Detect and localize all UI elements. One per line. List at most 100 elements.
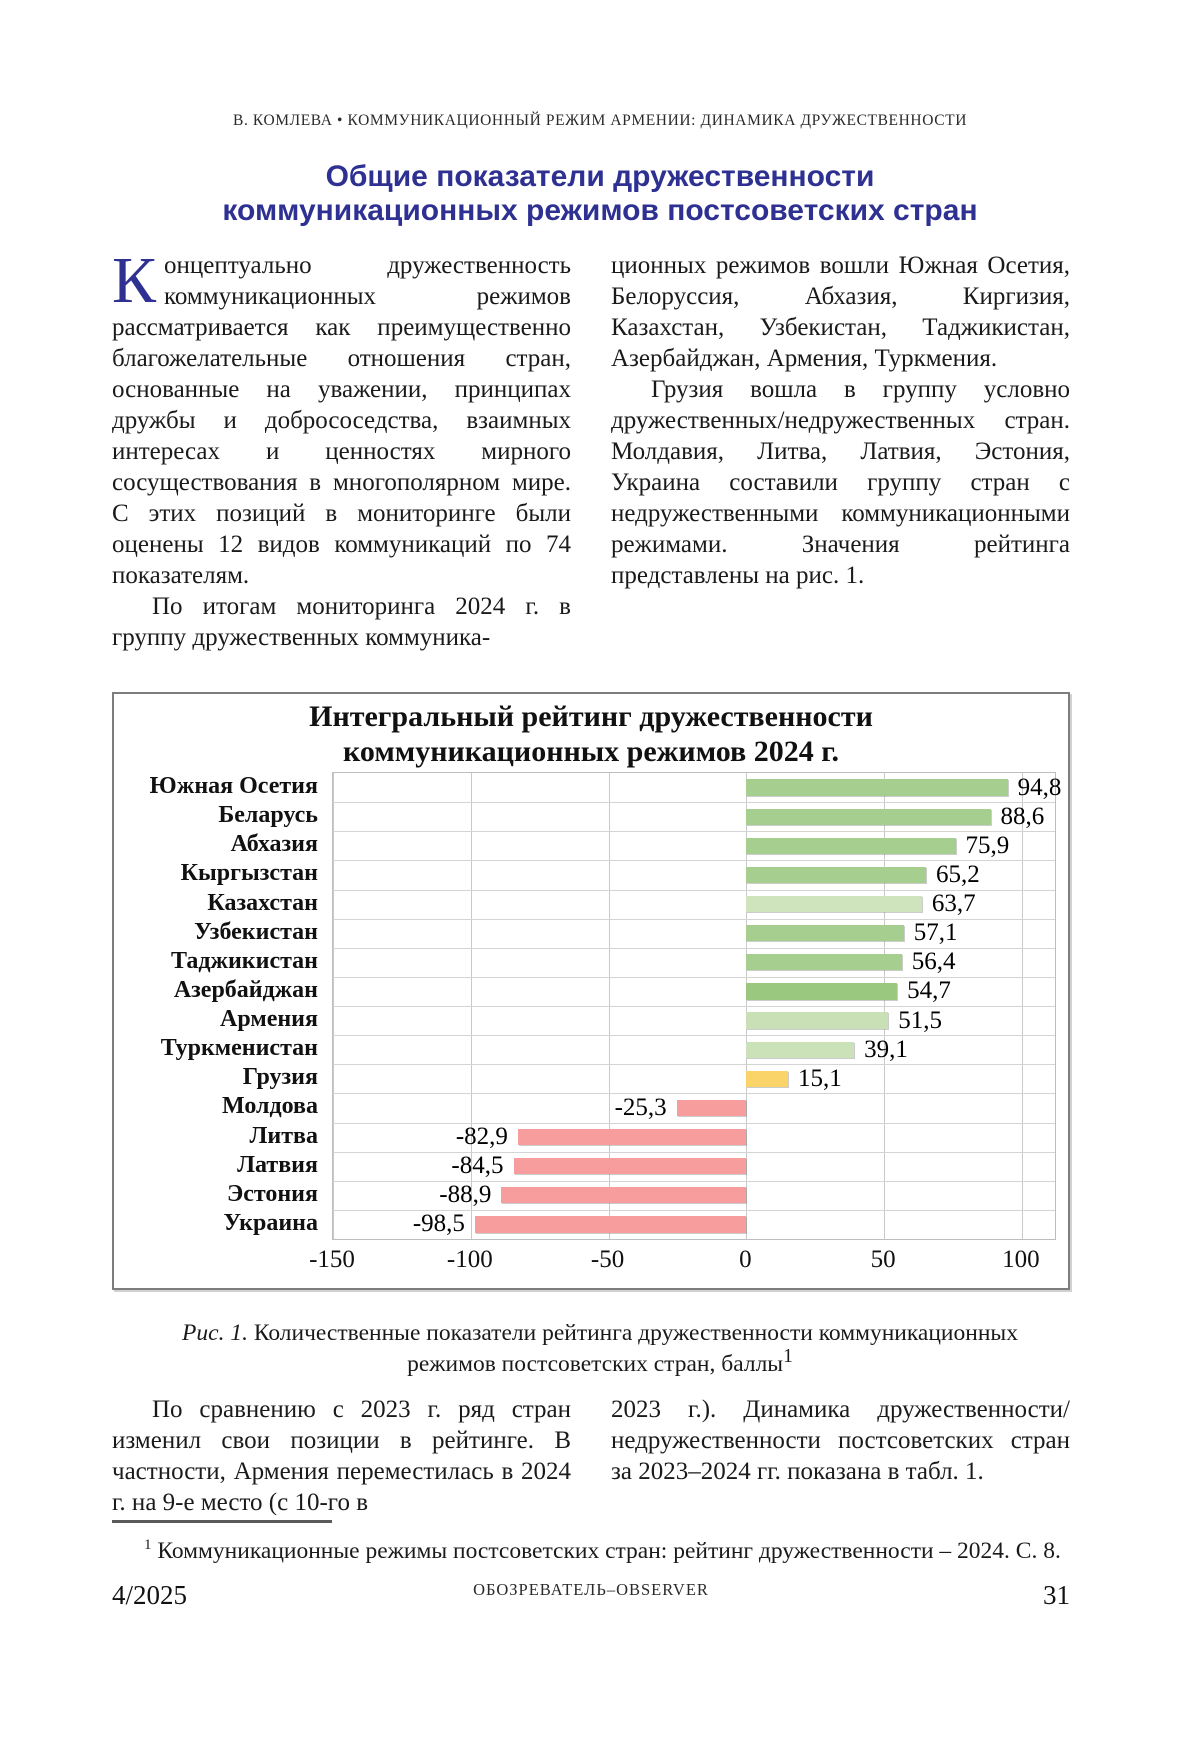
chart-category-label: Туркменистан (160, 1035, 318, 1062)
footnote-rule (112, 1520, 332, 1523)
chart-value-label: -84,5 (451, 1152, 504, 1180)
figure-caption-label: Рис. 1. (182, 1320, 248, 1346)
row-separator (333, 976, 1055, 978)
chart-category-label: Молдова (222, 1093, 318, 1120)
chart-bar (746, 837, 956, 854)
row-separator (333, 947, 1055, 949)
footnote: 1 Коммуникационные режимы постсоветских … (112, 1538, 1070, 1565)
chart-category-label: Грузия (242, 1064, 318, 1091)
chart-category-label: Кыргызстан (180, 860, 318, 887)
chart-category-label: Казахстан (207, 889, 318, 916)
figure-chart: Интегральный рейтинг дружественности ком… (112, 692, 1070, 1290)
row-separator (333, 831, 1055, 833)
row-separator (333, 918, 1055, 920)
row-separator (333, 802, 1055, 804)
chart-bar (513, 1158, 747, 1175)
chart-bar (746, 983, 898, 1000)
paragraph: 2023 г.). Динамика дружественности/недру… (611, 1396, 1070, 1485)
chart-title-line1: Интегральный рейтинг дружественности (309, 700, 873, 733)
chart-x-axis: -150 -100 -50 0 50 100 (309, 1246, 1054, 1286)
row-separator (333, 1064, 1055, 1066)
chart-category-label: Эстония (226, 1180, 318, 1207)
chart-title-line2: коммуникационных режимов 2024 г. (343, 734, 839, 768)
chart-category-label: Украина (223, 1209, 318, 1236)
bottom-columns: По сравнению с 2023 г. ряд стран изменил… (112, 1394, 1070, 1518)
chart-title: Интегральный рейтинг дружественности ком… (114, 694, 1068, 769)
chart-value-label: 15,1 (797, 1064, 842, 1092)
figure-caption: Рис. 1. Количественные показатели рейтин… (160, 1318, 1040, 1380)
chart-bar (746, 1012, 889, 1029)
footer-journal-name: ОБОЗРЕВАТЕЛЬ–OBSERVER (473, 1580, 709, 1599)
chart-bar (746, 1070, 788, 1087)
chart-value-label: 88,6 (1000, 802, 1045, 830)
x-tick-label: -150 (309, 1246, 355, 1273)
paragraph: ционных режимов вошли Южная Осетия, Бело… (611, 252, 1070, 372)
chart-bar (746, 808, 991, 825)
x-tick-label: 50 (870, 1246, 896, 1273)
chart-category-label: Абхазия (230, 831, 318, 858)
paragraph: По итогам мониторинга 2024 г. в группу д… (112, 593, 571, 651)
page-title-line1: Общие показатели дружественности (325, 160, 875, 193)
chart-value-label: 94,8 (1017, 773, 1062, 801)
chart-plot: 94,8 88,6 75,9 65,2 63,7 57,1 56,4 54,7 51,5 39,1… (332, 772, 1061, 1240)
body-column-right: ционных режимов вошли Южная Осетия, Бело… (611, 250, 1070, 653)
chart-value-label: 39,1 (864, 1035, 908, 1063)
chart-category-label: Таджикистан (171, 947, 318, 974)
chart-value-label: -88,9 (439, 1181, 492, 1209)
row-separator (333, 1093, 1055, 1095)
chart-bar (517, 1128, 747, 1146)
chart-value-label: 51,5 (898, 1006, 943, 1034)
chart-bar (746, 1041, 855, 1058)
chart-category-labels: Южная Осетия Беларусь Абхазия Кыргызстан Каз… (120, 772, 318, 1238)
row-separator (333, 1180, 1055, 1182)
row-separator (333, 1151, 1055, 1153)
figure-caption-text: Количественные показатели рейтинга друже… (247, 1320, 1018, 1378)
chart-bar (746, 895, 922, 913)
paragraph: Грузия вошла в группу условно дружествен… (611, 376, 1070, 589)
chart-category-label: Азербайджан (173, 976, 318, 1003)
chart-value-label: -25,3 (614, 1093, 667, 1121)
row-separator (333, 1209, 1055, 1211)
chart-category-label: Южная Осетия (149, 773, 318, 800)
row-separator (333, 1035, 1055, 1037)
chart-value-label: 54,7 (907, 977, 951, 1005)
x-tick-label: -50 (590, 1246, 625, 1273)
bottom-column-left: По сравнению с 2023 г. ряд стран изменил… (112, 1394, 571, 1518)
paragraph: По сравнению с 2023 г. ряд стран изменил… (112, 1396, 571, 1516)
chart-bar (746, 779, 1008, 796)
page-title: Общие показатели дружественности коммуни… (120, 160, 1080, 228)
chart-category-label: Латвия (237, 1151, 318, 1178)
chart-value-label: 57,1 (913, 919, 958, 947)
footnote-text: Коммуникационные режимы постсоветских ст… (151, 1538, 1061, 1564)
figure-caption-footnote-mark: 1 (783, 1346, 793, 1368)
row-separator (333, 1122, 1055, 1124)
row-separator (333, 1006, 1055, 1007)
chart-value-label: 56,4 (911, 948, 956, 976)
page-title-line2: коммуникационных режимов постсоветских с… (222, 194, 978, 228)
chart-category-label: Армения (220, 1006, 318, 1033)
chart-value-label: 63,7 (931, 890, 976, 918)
bottom-column-right: 2023 г.). Динамика дружественности/недру… (611, 1394, 1070, 1518)
x-tick-label: 100 (1002, 1246, 1040, 1273)
drop-cap: К (112, 244, 157, 317)
chart-bar (676, 1099, 747, 1117)
chart-bar (746, 925, 904, 942)
chart-value-label: -98,5 (412, 1210, 465, 1238)
row-separator (333, 860, 1055, 862)
page-footer: 4/2025 ОБОЗРЕВАТЕЛЬ–OBSERVER 31 (112, 1580, 1070, 1611)
x-tick-label: 0 (739, 1246, 752, 1273)
chart-bar (501, 1187, 747, 1204)
chart-bar (746, 954, 902, 971)
footer-issue: 4/2025 (112, 1580, 188, 1610)
chart-value-label: 75,9 (965, 831, 1010, 859)
chart-bar (474, 1216, 747, 1233)
footer-page-number: 31 (1043, 1580, 1070, 1610)
row-separator (333, 889, 1055, 891)
chart-value-label: 65,2 (936, 860, 980, 888)
chart-category-label: Беларусь (218, 802, 318, 829)
chart-value-label: -82,9 (455, 1123, 508, 1151)
footnote-mark: 1 (144, 1537, 152, 1554)
